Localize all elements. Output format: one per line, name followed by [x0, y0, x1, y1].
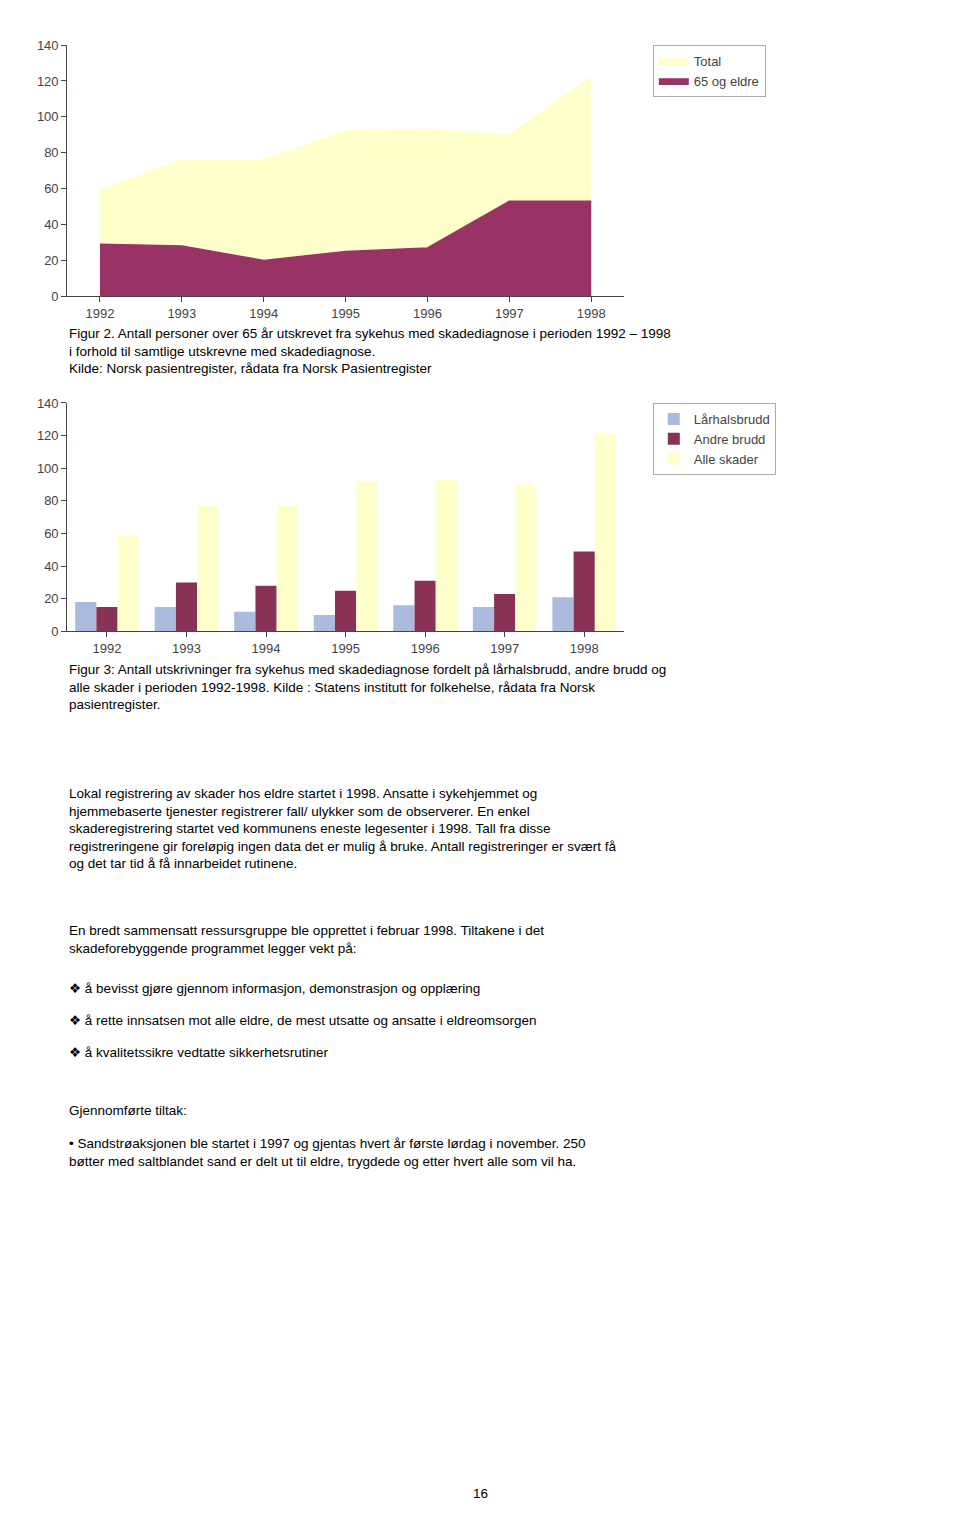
- svg-text:• Sandstrøaksjonen ble startet: • Sandstrøaksjonen ble startet i 1997 og…: [69, 1136, 586, 1169]
- svg-text:❖ å bevisst gjøre gjennom info: ❖ å bevisst gjøre gjennom informasjon, d…: [69, 981, 480, 996]
- svg-text:❖ å rette innsatsen mot alle e: ❖ å rette innsatsen mot alle eldre, de m…: [69, 1013, 537, 1028]
- svg-text:Figur 2. Antall personer over: Figur 2. Antall personer over 65 år utsk…: [69, 326, 671, 376]
- svg-text:Lårhalsbrudd: Lårhalsbrudd: [694, 412, 770, 427]
- svg-text:1998: 1998: [570, 641, 599, 656]
- svg-text:1994: 1994: [249, 306, 278, 321]
- svg-text:1992: 1992: [93, 641, 122, 656]
- svg-text:60: 60: [44, 526, 58, 541]
- svg-text:16: 16: [473, 1486, 488, 1501]
- svg-text:1993: 1993: [172, 641, 201, 656]
- svg-text:❖ å kvalitetssikre vedtatte si: ❖ å kvalitetssikre vedtatte sikkerhetsru…: [69, 1045, 328, 1060]
- svg-text:1996: 1996: [411, 641, 440, 656]
- svg-text:1997: 1997: [495, 306, 524, 321]
- svg-text:1992: 1992: [85, 306, 114, 321]
- svg-text:0: 0: [51, 624, 58, 639]
- svg-text:65 og eldre: 65 og eldre: [694, 74, 759, 89]
- svg-text:100: 100: [37, 461, 59, 476]
- svg-text:120: 120: [37, 74, 59, 89]
- svg-text:1993: 1993: [167, 306, 196, 321]
- svg-text:1994: 1994: [252, 641, 281, 656]
- svg-text:Figur 3: Antall utskrivninger: Figur 3: Antall utskrivninger fra sykehu…: [69, 662, 666, 712]
- svg-text:40: 40: [44, 217, 58, 232]
- svg-text:Lokal registrering av skader h: Lokal registrering av skader hos eldre s…: [69, 786, 617, 871]
- svg-text:Total: Total: [694, 54, 722, 69]
- svg-text:40: 40: [44, 559, 58, 574]
- svg-text:0: 0: [51, 289, 58, 304]
- svg-text:Andre brudd: Andre brudd: [694, 432, 766, 447]
- svg-text:20: 20: [44, 591, 58, 606]
- svg-text:140: 140: [37, 396, 59, 411]
- svg-text:1995: 1995: [331, 641, 360, 656]
- svg-text:120: 120: [37, 428, 59, 443]
- svg-text:1995: 1995: [331, 306, 360, 321]
- svg-text:1996: 1996: [413, 306, 442, 321]
- svg-text:140: 140: [37, 38, 59, 53]
- svg-text:1998: 1998: [577, 306, 606, 321]
- svg-text:20: 20: [44, 253, 58, 268]
- svg-text:1997: 1997: [490, 641, 519, 656]
- svg-text:Gjennomførte tiltak:: Gjennomførte tiltak:: [69, 1103, 187, 1118]
- svg-text:60: 60: [44, 181, 58, 196]
- svg-text:80: 80: [44, 145, 58, 160]
- svg-text:Alle skader: Alle skader: [694, 452, 759, 467]
- svg-text:80: 80: [44, 493, 58, 508]
- svg-text:100: 100: [37, 109, 59, 124]
- svg-text:En bredt sammensatt ressursgru: En bredt sammensatt ressursgruppe ble op…: [69, 923, 544, 956]
